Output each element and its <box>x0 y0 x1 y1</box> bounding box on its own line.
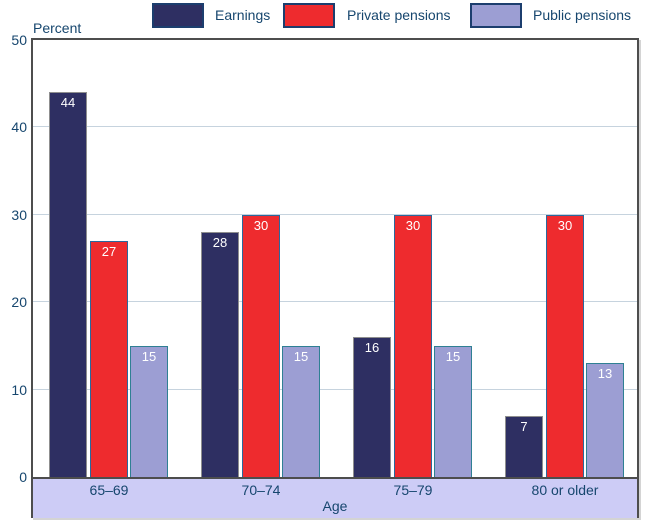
bar-value-label: 28 <box>212 235 228 250</box>
y-tick-label: 30 <box>11 207 27 223</box>
gridline <box>33 214 637 215</box>
bar: 15 <box>130 346 168 477</box>
x-category-label: 70–74 <box>241 482 281 498</box>
bar-value-label: 30 <box>405 218 421 233</box>
bar: 44 <box>49 92 87 477</box>
x-category-label: 80 or older <box>531 482 599 498</box>
legend-item-label: Private pensions <box>347 7 451 23</box>
bar-value-label: 16 <box>364 340 380 355</box>
legend-item-label: Public pensions <box>533 7 632 23</box>
legend: Earnings Private pensions Public pensions <box>0 0 650 32</box>
bar: 16 <box>353 337 391 477</box>
bar-value-label: 15 <box>293 349 309 364</box>
x-category-label: 65–69 <box>89 482 129 498</box>
bar: 27 <box>90 241 128 477</box>
y-axis: 0 10 20 30 40 50 <box>0 32 27 485</box>
bar-value-label: 30 <box>253 218 269 233</box>
chart-box: 44 27 15 28 30 15 16 30 15 7 30 13 Age 65–69 70–74 75… <box>31 38 639 518</box>
legend-swatch <box>283 3 335 28</box>
gridline <box>33 389 637 390</box>
gridline <box>33 126 637 127</box>
bar: 13 <box>586 363 624 477</box>
y-tick-label: 10 <box>11 382 27 398</box>
gridline <box>33 301 637 302</box>
bar: 15 <box>434 346 472 477</box>
bar-value-label: 27 <box>101 244 117 259</box>
bar: 7 <box>505 416 543 477</box>
y-tick-label: 0 <box>19 469 27 485</box>
x-axis-title: Age <box>322 498 348 514</box>
bar-value-label: 44 <box>60 95 76 110</box>
bar-value-label: 13 <box>597 366 613 381</box>
bar-value-label: 15 <box>445 349 461 364</box>
bar: 28 <box>201 232 239 477</box>
plot-area: 44 27 15 28 30 15 16 30 15 7 30 13 <box>33 40 637 477</box>
category-strip: Age 65–69 70–74 75–79 80 or older <box>33 477 637 518</box>
legend-swatch <box>470 3 522 28</box>
bar: 30 <box>546 215 584 477</box>
bar: 30 <box>394 215 432 477</box>
bar-value-label: 15 <box>141 349 157 364</box>
bar: 30 <box>242 215 280 477</box>
legend-item-label: Earnings <box>215 7 271 23</box>
y-axis-title: Percent <box>33 20 82 36</box>
y-tick-label: 50 <box>11 32 27 48</box>
bar: 15 <box>282 346 320 477</box>
x-category-label: 75–79 <box>393 482 433 498</box>
y-tick-label: 20 <box>11 294 27 310</box>
bar-value-label: 30 <box>557 218 573 233</box>
legend-swatch <box>152 3 204 28</box>
bar-value-label: 7 <box>520 419 528 434</box>
y-tick-label: 40 <box>11 119 27 135</box>
